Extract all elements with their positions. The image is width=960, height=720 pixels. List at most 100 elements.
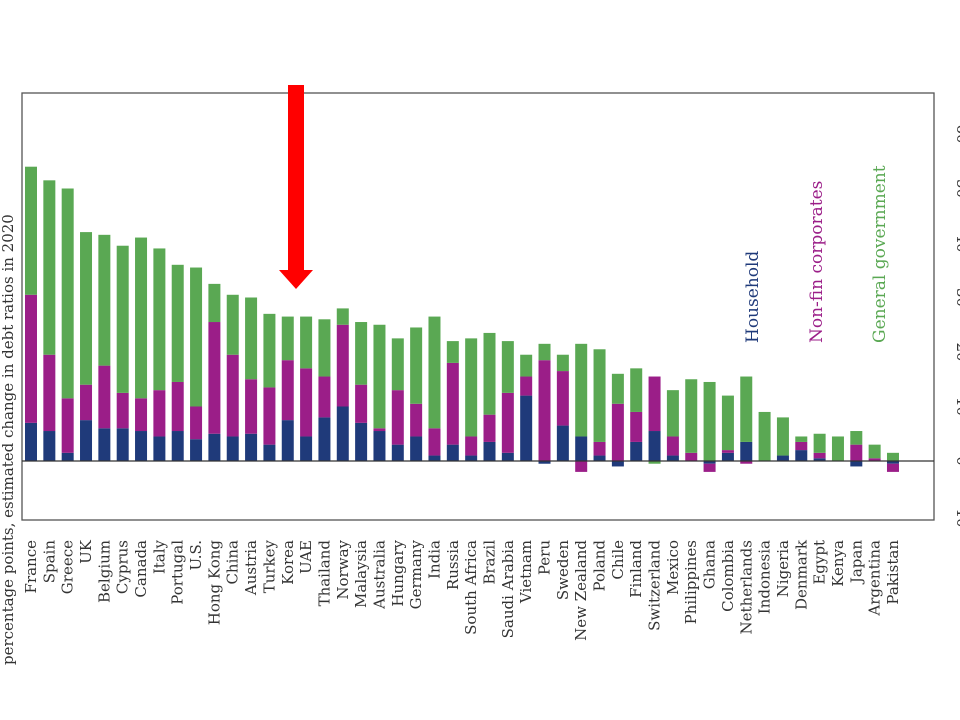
country-label: Switzerland [646,540,664,631]
bar-segment [428,428,441,456]
bar-segment [300,368,313,437]
bar-segment [666,455,679,461]
legend-entry: Household [743,251,763,343]
country-label: Portugal [169,540,187,605]
bar-segment [795,436,808,442]
country-label: Mexico [664,540,682,595]
legend-entry: General government [870,165,890,343]
bar-segment [281,316,294,361]
country-label: UK [77,539,95,564]
bar-segment [43,180,56,355]
bar-segment [171,381,184,432]
bar-segment [611,461,624,467]
country-label: France [22,540,40,594]
bar-segment [446,341,459,363]
bar-segment [116,392,129,429]
bar-segment [61,188,74,399]
bar-segment [410,327,423,404]
bar-segment [391,338,404,391]
bar-segment [813,452,826,459]
country-label: Japan [847,540,865,586]
y-tick-label: 0 [953,456,960,466]
bar-segment [575,461,588,472]
bar-segment [868,458,881,461]
bar-segment [391,444,404,461]
bar-segment [666,390,679,437]
bar-segment [685,452,698,461]
bar-segment [153,248,166,391]
country-label: Colombia [719,540,737,612]
bar-segment [153,436,166,461]
bar-segment [850,444,863,461]
y-tick-label: 50 [953,179,960,198]
bar-segment [721,452,734,461]
country-label: Hong Kong [205,540,223,626]
y-tick-label: 40 [953,233,960,252]
country-label: Pakistan [884,540,902,605]
bar-segment [795,450,808,461]
country-label: Sweden [554,540,572,600]
bar-segment [611,373,624,404]
country-label: Norway [334,539,352,599]
bar-segment [355,384,368,423]
bar-segment [483,414,496,442]
bar-segment [630,441,643,461]
bar-segment [263,313,276,388]
bar-segment [98,428,111,461]
country-label: U.S. [187,540,205,571]
bar-segment [520,354,533,377]
plot-frame [21,92,935,521]
bar-segment [245,297,258,380]
bar-segment [226,436,239,461]
bar-segment [538,360,551,461]
country-label: China [224,540,242,585]
bar-segment [190,439,203,461]
bar-segment [300,436,313,461]
bar-segment [465,455,478,461]
y-tick-labels: -10 0 10 20 30 40 50 60 [953,124,960,527]
bar-segment [373,324,386,429]
legend-entry: Non-fin corporates [807,181,827,343]
country-label: Vietnam [517,540,535,604]
bar-segment [80,232,93,385]
bar-segment [208,283,221,323]
bar-segment [43,431,56,461]
country-label: Belgium [95,540,113,603]
bar-segment [226,294,239,355]
bar-segment [520,376,533,396]
country-label: Nigeria [774,540,792,597]
bar-segment [593,349,606,442]
bar-segment [556,354,569,372]
bar-segment [630,411,643,442]
country-label: Denmark [792,539,810,610]
country-labels: France Spain Greece UK Belgium Cyprus Canada It… [22,539,902,641]
bar-segment [226,354,239,437]
country-label: Peru [536,540,554,575]
country-label: Indonesia [756,540,774,614]
country-label: Brazil [481,540,499,585]
bar-segment [281,420,294,461]
bar-segment [483,332,496,415]
bar-segment [740,441,753,461]
country-label: Spain [40,540,58,584]
bar-segment [318,319,331,377]
y-tick-label: 20 [953,342,960,361]
bar-segment [740,461,753,464]
bar-segment [245,379,258,434]
bar-segment [428,316,441,429]
country-label: Russia [444,540,462,590]
country-label: Argentina [866,540,884,617]
country-label: New Zealand [572,540,590,641]
y-tick-label: 60 [953,124,960,143]
y-tick-label: 10 [953,397,960,416]
country-label: Poland [591,540,609,592]
country-label: India [425,540,443,579]
bar-segment [740,376,753,442]
bar-segment [501,392,514,453]
bar-segment [648,431,661,461]
bar-segment [190,406,203,440]
bar-segment [281,360,294,421]
country-label: Hungary [389,539,407,606]
country-label: Kenya [829,540,847,587]
bars-group [25,166,899,472]
